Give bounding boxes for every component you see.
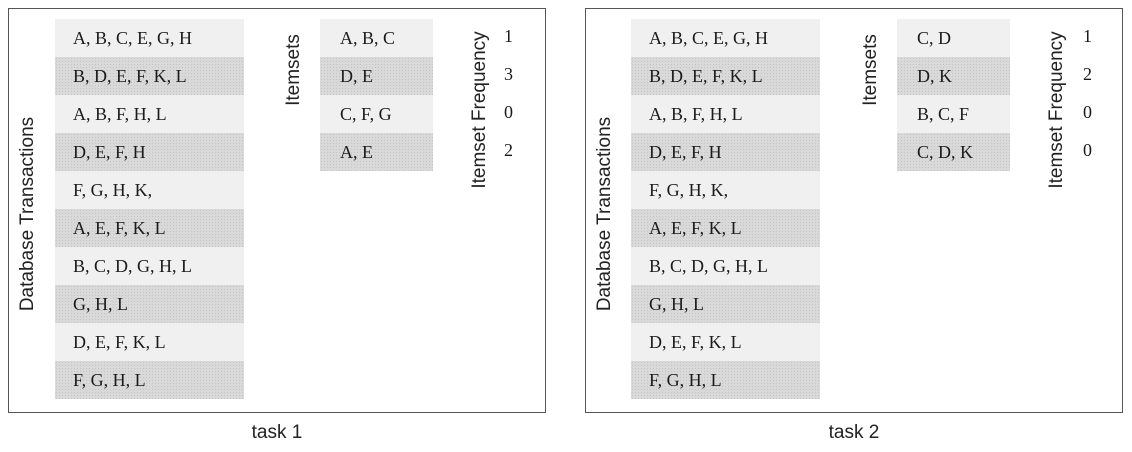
transaction-row: B, C, D, G, H, L	[55, 247, 244, 285]
itemset-row: C, D, K	[897, 133, 1010, 171]
transaction-row: B, D, E, F, K, L	[55, 57, 244, 95]
transactions-label: Database Transactions	[17, 116, 38, 312]
task-2-caption: task 2	[828, 422, 880, 443]
transaction-row: F, G, H, L	[631, 361, 820, 399]
frequency-value: 0	[1083, 102, 1092, 122]
transaction-row: B, C, D, G, H, L	[631, 247, 820, 285]
task-1-caption: task 1	[251, 422, 303, 443]
frequency-value: 0	[1083, 140, 1092, 160]
itemset-row: D, K	[897, 57, 1010, 95]
transaction-row: B, D, E, F, K, L	[631, 57, 820, 95]
transaction-row: D, E, F, K, L	[55, 323, 244, 361]
transactions-table: A, B, C, E, G, H B, D, E, F, K, L A, B, …	[55, 19, 244, 399]
itemset-row: D, E	[320, 57, 433, 95]
itemset-row: C, F, G	[320, 95, 433, 133]
frequency-value: 0	[504, 102, 513, 122]
transaction-row: D, E, F, H	[55, 133, 244, 171]
itemsets-table: A, B, C D, E C, F, G A, E	[320, 19, 433, 171]
itemsets-label: Itemsets	[860, 34, 881, 106]
task-2-panel: Database Transactions A, B, C, E, G, H B…	[585, 8, 1123, 413]
transaction-row: A, B, F, H, L	[631, 95, 820, 133]
frequency-column: 1 3 0 2	[504, 19, 534, 171]
transaction-row: G, H, L	[631, 285, 820, 323]
frequency-value: 1	[1083, 26, 1092, 46]
itemset-row: A, B, C	[320, 19, 433, 57]
transaction-row: A, E, F, K, L	[55, 209, 244, 247]
transaction-row: D, E, F, K, L	[631, 323, 820, 361]
itemsets-table: C, D D, K B, C, F C, D, K	[897, 19, 1010, 171]
transactions-table: A, B, C, E, G, H B, D, E, F, K, L A, B, …	[631, 19, 820, 399]
transaction-row: F, G, H, K,	[631, 171, 820, 209]
itemsets-label: Itemsets	[283, 34, 304, 106]
transaction-row: A, E, F, K, L	[631, 209, 820, 247]
task-1-panel: Database Transactions A, B, C, E, G, H B…	[8, 8, 546, 413]
transaction-row: A, B, C, E, G, H	[55, 19, 244, 57]
transaction-row: D, E, F, H	[631, 133, 820, 171]
itemset-row: B, C, F	[897, 95, 1010, 133]
transaction-row: F, G, H, L	[55, 361, 244, 399]
transaction-row: A, B, C, E, G, H	[631, 19, 820, 57]
frequency-value: 1	[504, 26, 513, 46]
transactions-label: Database Transactions	[594, 116, 615, 312]
itemset-row: A, E	[320, 133, 433, 171]
frequency-label: Itemset Frequency	[469, 31, 490, 189]
frequency-label: Itemset Frequency	[1046, 31, 1067, 189]
transaction-row: A, B, F, H, L	[55, 95, 244, 133]
itemset-row: C, D	[897, 19, 1010, 57]
frequency-value: 2	[504, 140, 513, 160]
transaction-row: F, G, H, K,	[55, 171, 244, 209]
frequency-value: 2	[1083, 64, 1092, 84]
frequency-column: 1 2 0 0	[1083, 19, 1113, 171]
transaction-row: G, H, L	[55, 285, 244, 323]
frequency-value: 3	[504, 64, 513, 84]
